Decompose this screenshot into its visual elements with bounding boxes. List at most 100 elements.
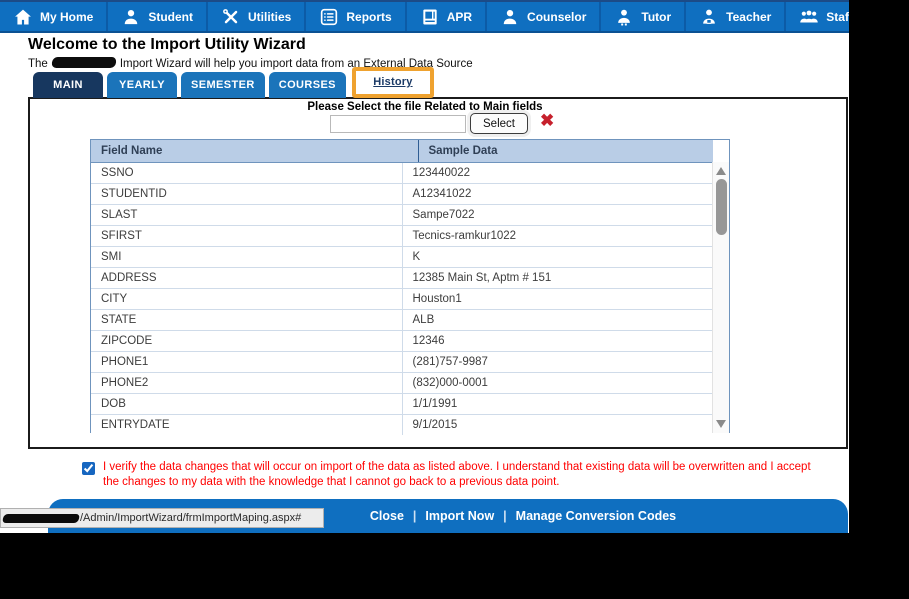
nav-item-label: Reports: [346, 9, 392, 24]
sample-data-cell: (281)757-9987: [402, 351, 713, 373]
table-row[interactable]: STATE ALB: [91, 309, 713, 331]
scroll-up-icon[interactable]: [716, 167, 726, 175]
sample-data-cell: (832)000-0001: [402, 372, 713, 394]
verify-checkbox[interactable]: [82, 462, 95, 475]
nav-item-label: Utilities: [248, 9, 292, 24]
counselor-icon: [500, 7, 520, 27]
nav-item-label: Staff: [826, 9, 849, 24]
nav-item-my-home[interactable]: My Home: [0, 2, 109, 31]
nav-item-reports[interactable]: Reports: [306, 2, 407, 31]
field-name-cell: SFIRST: [91, 225, 403, 247]
table-row[interactable]: PHONE2 (832)000-0001: [91, 372, 713, 394]
nav-item-label: My Home: [40, 9, 94, 24]
field-name-cell: CITY: [91, 288, 403, 310]
page-title: Welcome to the Import Utility Wizard: [28, 36, 306, 53]
field-name-cell: DOB: [91, 393, 403, 415]
table-row[interactable]: SLAST Sampe7022: [91, 204, 713, 226]
sample-data-cell: A12341022: [402, 183, 713, 205]
status-url-text: /Admin/ImportWizard/frmImportMaping.aspx…: [80, 512, 302, 524]
field-name-cell: SLAST: [91, 204, 403, 226]
sample-data-cell: 1/1/1991: [402, 393, 713, 415]
teacher-icon: [699, 7, 719, 27]
nav-item-staff[interactable]: Staff: [786, 2, 849, 31]
tutor-icon: [614, 7, 634, 27]
sample-data-cell: K: [402, 246, 713, 268]
table-row[interactable]: STUDENTID A12341022: [91, 183, 713, 205]
sample-data-cell: 12385 Main St, Aptm # 151: [402, 267, 713, 289]
nav-item-label: APR: [446, 9, 473, 24]
tab-history[interactable]: History: [351, 67, 434, 98]
import-panel: Please Select the file Related to Main f…: [28, 97, 848, 449]
nav-item-label: Tutor: [641, 9, 672, 24]
field-name-cell: ZIPCODE: [91, 330, 403, 352]
sample-data-cell: ALB: [402, 309, 713, 331]
file-select-prompt: Please Select the file Related to Main f…: [307, 101, 543, 113]
footer-separator: |: [412, 509, 417, 523]
sample-data-cell: 9/1/2015: [402, 414, 713, 435]
table-scrollbar[interactable]: [712, 162, 729, 433]
close-link[interactable]: Close: [369, 509, 404, 523]
field-name-cell: SSNO: [91, 162, 403, 184]
select-file-button[interactable]: Select: [470, 113, 528, 134]
nav-item-utilities[interactable]: Utilities: [208, 2, 307, 31]
file-path-input[interactable]: [330, 115, 466, 133]
action-bar: Close | Import Now | Manage Conversion C…: [48, 499, 848, 533]
footer-separator: |: [503, 509, 507, 523]
table-row[interactable]: ZIPCODE 12346: [91, 330, 713, 352]
table-row[interactable]: ENTRYDATE 9/1/2015: [91, 414, 713, 435]
nav-item-apr[interactable]: APR: [407, 2, 488, 31]
table-row[interactable]: ADDRESS 12385 Main St, Aptm # 151: [91, 267, 713, 289]
home-icon: [13, 7, 33, 27]
scroll-down-icon[interactable]: [716, 420, 726, 428]
sample-data-cell: Sampe7022: [402, 204, 713, 226]
fields-table-body: SSNO 123440022 STUDENTID A12341022: [91, 162, 714, 435]
table-row[interactable]: SMI K: [91, 246, 713, 268]
scrollbar-thumb[interactable]: [716, 179, 727, 235]
field-name-cell: PHONE2: [91, 372, 403, 394]
field-name-cell: STATE: [91, 309, 403, 331]
table-row[interactable]: DOB 1/1/1991: [91, 393, 713, 415]
field-name-cell: STUDENTID: [91, 183, 403, 205]
redacted-url-domain: [1, 513, 81, 523]
nav-item-label: Teacher: [726, 9, 772, 24]
tab-yearly[interactable]: YEARLY: [107, 72, 177, 98]
table-row[interactable]: SFIRST Tecnics-ramkur1022: [91, 225, 713, 247]
import-now-link[interactable]: Import Now: [425, 509, 495, 523]
sample-data-cell: 12346: [402, 330, 713, 352]
status-tooltip: /Admin/ImportWizard/frmImportMaping.aspx…: [0, 508, 324, 528]
field-name-cell: PHONE1: [91, 351, 403, 373]
clear-file-icon[interactable]: ✖: [540, 111, 555, 130]
verification-row: I verify the data changes that will occu…: [82, 460, 820, 490]
manage-conversion-codes-link[interactable]: Manage Conversion Codes: [515, 509, 677, 523]
top-nav: My Home Student Utilities Reports: [0, 0, 849, 33]
tab-bar: MAIN YEARLY SEMESTER COURSES History: [33, 67, 434, 98]
column-header-field-name: Field Name: [91, 140, 419, 163]
verification-text: I verify the data changes that will occu…: [103, 461, 811, 488]
nav-item-label: Student: [148, 9, 194, 24]
student-icon: [121, 7, 141, 27]
nav-item-label: Counselor: [527, 9, 587, 24]
utilities-icon: [221, 7, 241, 27]
sample-data-cell: Tecnics-ramkur1022: [402, 225, 713, 247]
tab-semester[interactable]: SEMESTER: [181, 72, 265, 98]
fields-table: Field Name Sample Data SSNO 123440022: [90, 139, 730, 435]
table-row[interactable]: CITY Houston1: [91, 288, 713, 310]
redacted-product-name: [51, 57, 117, 68]
nav-item-counselor[interactable]: Counselor: [487, 2, 602, 31]
tab-courses[interactable]: COURSES: [268, 72, 346, 98]
nav-item-tutor[interactable]: Tutor: [601, 2, 687, 31]
column-header-sample-data: Sample Data: [418, 140, 713, 163]
table-row[interactable]: SSNO 123440022: [91, 162, 713, 184]
nav-item-student[interactable]: Student: [108, 2, 209, 31]
staff-icon: [799, 7, 819, 27]
field-name-cell: ADDRESS: [91, 267, 403, 289]
reports-icon: [319, 7, 339, 27]
tab-main[interactable]: MAIN: [33, 72, 103, 98]
field-name-cell: ENTRYDATE: [91, 414, 403, 435]
field-name-cell: SMI: [91, 246, 403, 268]
subtitle-prefix: The: [28, 58, 48, 70]
browser-viewport: My Home Student Utilities Reports: [0, 0, 849, 533]
table-row[interactable]: PHONE1 (281)757-9987: [91, 351, 713, 373]
nav-item-teacher[interactable]: Teacher: [686, 2, 787, 31]
